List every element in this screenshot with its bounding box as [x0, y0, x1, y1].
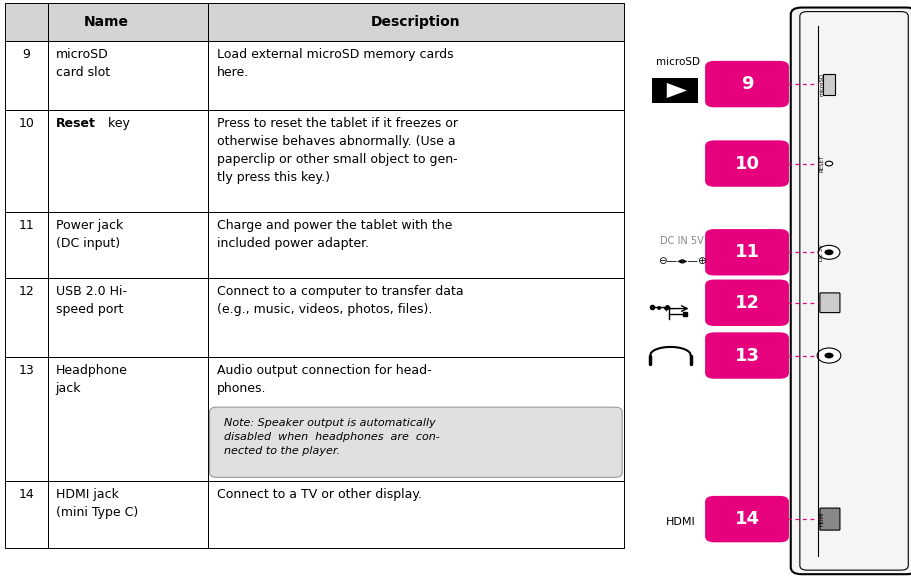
FancyBboxPatch shape	[791, 8, 911, 574]
Bar	[208, 110, 624, 212]
Text: key: key	[104, 117, 129, 130]
FancyBboxPatch shape	[705, 61, 789, 107]
Text: 12: 12	[734, 293, 760, 312]
Text: 14: 14	[734, 510, 760, 528]
Text: 11: 11	[18, 219, 35, 231]
Circle shape	[824, 249, 834, 255]
Text: 12: 12	[18, 285, 35, 298]
Bar	[208, 278, 624, 357]
Text: HDMI: HDMI	[666, 517, 696, 527]
Text: Load external microSD memory cards
here.: Load external microSD memory cards here.	[217, 48, 454, 78]
Bar	[208, 481, 624, 548]
Bar	[208, 357, 624, 481]
Bar	[208, 3, 624, 41]
Text: 9: 9	[23, 48, 30, 60]
Text: Headphone
jack: Headphone jack	[56, 364, 128, 394]
Text: 11: 11	[734, 243, 760, 262]
FancyBboxPatch shape	[820, 508, 840, 530]
FancyBboxPatch shape	[210, 407, 622, 477]
Text: Name: Name	[84, 14, 128, 29]
Text: DC IN 5V: DC IN 5V	[660, 237, 704, 246]
Text: Connect to a computer to transfer data
(e.g., music, videos, photos, files).: Connect to a computer to transfer data (…	[217, 285, 464, 316]
Text: USB 2.0 Hi-
speed port: USB 2.0 Hi- speed port	[56, 285, 127, 316]
Text: •←: •←	[655, 302, 689, 316]
Text: Charge and power the tablet with the
included power adapter.: Charge and power the tablet with the inc…	[217, 219, 452, 249]
Bar	[48, 212, 208, 278]
FancyBboxPatch shape	[820, 293, 840, 313]
Bar	[5, 110, 48, 212]
Bar	[5, 3, 48, 41]
Text: Note: Speaker output is automatically
disabled  when  headphones  are  con-
nect: Note: Speaker output is automatically di…	[224, 418, 440, 456]
Text: 13: 13	[734, 346, 760, 365]
Bar	[48, 110, 208, 212]
Text: 13: 13	[18, 364, 35, 376]
Text: Description: Description	[371, 14, 461, 29]
Bar	[48, 481, 208, 548]
Circle shape	[825, 161, 833, 166]
Polygon shape	[667, 83, 687, 98]
Text: RESET: RESET	[819, 155, 824, 172]
Circle shape	[824, 353, 834, 358]
Text: ⊖—◂▸—⊕: ⊖—◂▸—⊕	[658, 256, 707, 266]
Text: Reset: Reset	[56, 117, 96, 130]
Bar	[208, 41, 624, 110]
Text: Power jack
(DC input): Power jack (DC input)	[56, 219, 123, 249]
Bar	[48, 357, 208, 481]
Bar	[48, 278, 208, 357]
Bar	[5, 278, 48, 357]
FancyBboxPatch shape	[705, 229, 789, 276]
Circle shape	[817, 348, 841, 363]
Bar	[823, 74, 835, 95]
Text: microSD
card slot: microSD card slot	[56, 48, 109, 78]
Text: Press to reset the tablet if it freezes or
otherwise behaves abnormally. (Use a
: Press to reset the tablet if it freezes …	[217, 117, 458, 184]
FancyBboxPatch shape	[705, 332, 789, 379]
Text: microSD: microSD	[656, 57, 700, 67]
Bar	[48, 3, 208, 41]
Text: Audio output connection for head-
phones.: Audio output connection for head- phones…	[217, 364, 432, 394]
Bar	[208, 212, 624, 278]
Text: microSD: microSD	[819, 72, 824, 96]
Bar	[5, 212, 48, 278]
Text: 9: 9	[741, 75, 753, 93]
Text: HDMI jack
(mini Type C): HDMI jack (mini Type C)	[56, 488, 138, 519]
Text: 14: 14	[18, 488, 35, 501]
Text: 10: 10	[734, 154, 760, 173]
FancyBboxPatch shape	[705, 140, 789, 187]
FancyBboxPatch shape	[705, 496, 789, 542]
Text: 10: 10	[18, 117, 35, 130]
Bar	[5, 357, 48, 481]
Text: Connect to a TV or other display.: Connect to a TV or other display.	[217, 488, 422, 501]
Circle shape	[818, 245, 840, 259]
Bar	[5, 3, 624, 41]
Bar	[5, 41, 48, 110]
FancyBboxPatch shape	[705, 280, 789, 326]
Bar	[48, 41, 208, 110]
Bar	[5, 481, 48, 548]
Bar	[652, 78, 698, 103]
Text: DC 5V: DC 5V	[819, 244, 824, 261]
Text: HDMI: HDMI	[819, 512, 824, 527]
